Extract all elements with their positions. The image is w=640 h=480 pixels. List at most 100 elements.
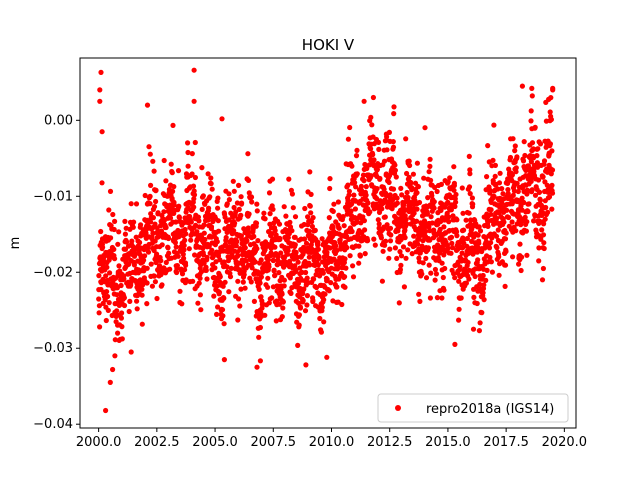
data-point (281, 283, 287, 289)
data-point (322, 291, 328, 297)
data-point (310, 215, 316, 221)
data-point (439, 295, 445, 301)
data-point (115, 330, 121, 336)
data-point (119, 336, 125, 342)
data-point (470, 251, 476, 257)
data-point (269, 176, 276, 182)
data-point (163, 224, 169, 231)
data-point (371, 236, 377, 242)
data-point (191, 188, 197, 194)
data-point (391, 104, 397, 110)
data-point (96, 296, 102, 302)
data-point (409, 187, 415, 193)
data-point (465, 259, 471, 266)
data-point (370, 152, 376, 158)
data-point (512, 143, 518, 149)
data-point (492, 173, 498, 179)
data-point (541, 240, 547, 246)
data-point (172, 240, 178, 246)
data-point (273, 318, 279, 324)
data-point (466, 153, 472, 159)
data-point (432, 277, 438, 283)
data-point (509, 197, 515, 203)
data-point (529, 140, 536, 146)
data-point (479, 310, 485, 316)
data-point (362, 161, 368, 168)
data-point (231, 188, 237, 194)
data-point (488, 240, 494, 246)
data-point (307, 262, 313, 268)
data-point (416, 291, 422, 297)
data-point (445, 200, 451, 206)
data-point (211, 293, 217, 299)
data-point (122, 218, 128, 224)
data-point (384, 222, 390, 228)
data-point (505, 180, 511, 186)
data-point (222, 279, 228, 285)
data-point (290, 205, 296, 211)
data-point (428, 270, 434, 276)
data-point (215, 218, 221, 224)
data-point (509, 172, 515, 178)
data-point (417, 298, 423, 304)
data-point (300, 297, 306, 304)
data-point (535, 146, 541, 152)
data-point (467, 191, 473, 197)
data-point (190, 278, 196, 284)
data-point (242, 245, 248, 251)
data-point (171, 184, 177, 190)
data-point (285, 248, 291, 254)
data-point (191, 204, 197, 210)
data-point (476, 328, 482, 334)
data-point (363, 184, 369, 190)
data-point (240, 279, 246, 285)
data-point (214, 239, 220, 245)
data-point (449, 245, 456, 251)
x-tick-label: 2020.0 (542, 435, 588, 450)
data-point (494, 245, 500, 251)
data-point (181, 255, 187, 261)
data-point (477, 228, 484, 234)
data-point (200, 245, 206, 251)
data-point (522, 214, 528, 220)
data-point (500, 191, 506, 197)
data-point (245, 262, 252, 268)
data-point (203, 267, 209, 273)
data-point (98, 69, 104, 75)
data-point (454, 217, 460, 223)
data-point (509, 254, 516, 260)
data-point (185, 149, 191, 156)
data-point (345, 182, 351, 188)
data-point (236, 182, 242, 188)
data-point (279, 260, 285, 266)
data-point (381, 186, 387, 192)
data-point (394, 255, 400, 261)
data-point (245, 177, 252, 183)
data-point (296, 312, 302, 318)
data-point (116, 263, 122, 269)
y-tick-label: −0.03 (33, 341, 73, 356)
data-point (155, 234, 162, 240)
data-point (354, 219, 360, 225)
data-point (326, 288, 332, 294)
data-point (392, 162, 398, 168)
data-point (528, 108, 534, 114)
data-point (503, 230, 509, 236)
data-point (416, 236, 422, 242)
y-tick-label: −0.04 (33, 417, 73, 432)
data-point (525, 208, 531, 215)
data-point (422, 125, 428, 131)
data-point (536, 189, 543, 195)
data-point (404, 189, 410, 196)
data-point (427, 295, 433, 301)
data-point (501, 219, 507, 225)
data-point (198, 307, 204, 313)
data-point (306, 228, 312, 234)
data-point (144, 102, 151, 108)
data-point (196, 280, 202, 286)
data-point (330, 208, 336, 214)
data-point (192, 174, 198, 181)
data-point (432, 184, 438, 190)
data-point (319, 304, 325, 310)
data-point (199, 165, 205, 171)
